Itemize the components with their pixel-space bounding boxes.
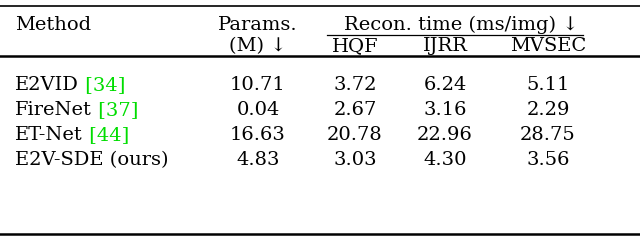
Text: 4.30: 4.30: [423, 151, 467, 169]
Text: 3.56: 3.56: [526, 151, 570, 169]
Text: IJRR: IJRR: [422, 37, 467, 55]
Text: [34]: [34]: [79, 76, 125, 94]
Text: E2V-SDE (ours): E2V-SDE (ours): [15, 151, 168, 169]
Text: Params.: Params.: [218, 16, 298, 34]
Text: 5.11: 5.11: [526, 76, 570, 94]
Text: 4.83: 4.83: [236, 151, 280, 169]
Text: 3.03: 3.03: [333, 151, 377, 169]
Text: [37]: [37]: [92, 101, 138, 119]
Text: 3.16: 3.16: [423, 101, 467, 119]
Text: Method: Method: [15, 16, 91, 34]
Text: Recon. time (ms/img) ↓: Recon. time (ms/img) ↓: [344, 16, 579, 34]
Text: MVSEC: MVSEC: [510, 37, 586, 55]
Text: 10.71: 10.71: [230, 76, 286, 94]
Text: 3.72: 3.72: [333, 76, 377, 94]
Text: 2.29: 2.29: [526, 101, 570, 119]
Text: (M) ↓: (M) ↓: [229, 37, 287, 55]
Text: 6.24: 6.24: [423, 76, 467, 94]
Text: E2VID: E2VID: [15, 76, 79, 94]
Text: 22.96: 22.96: [417, 126, 473, 144]
Text: 28.75: 28.75: [520, 126, 576, 144]
Text: FireNet: FireNet: [15, 101, 92, 119]
Text: ET-Net: ET-Net: [15, 126, 83, 144]
Text: 2.67: 2.67: [333, 101, 377, 119]
Text: HQF: HQF: [332, 37, 378, 55]
Text: 16.63: 16.63: [230, 126, 286, 144]
Text: 0.04: 0.04: [236, 101, 280, 119]
Text: 20.78: 20.78: [327, 126, 383, 144]
Text: [44]: [44]: [83, 126, 129, 144]
